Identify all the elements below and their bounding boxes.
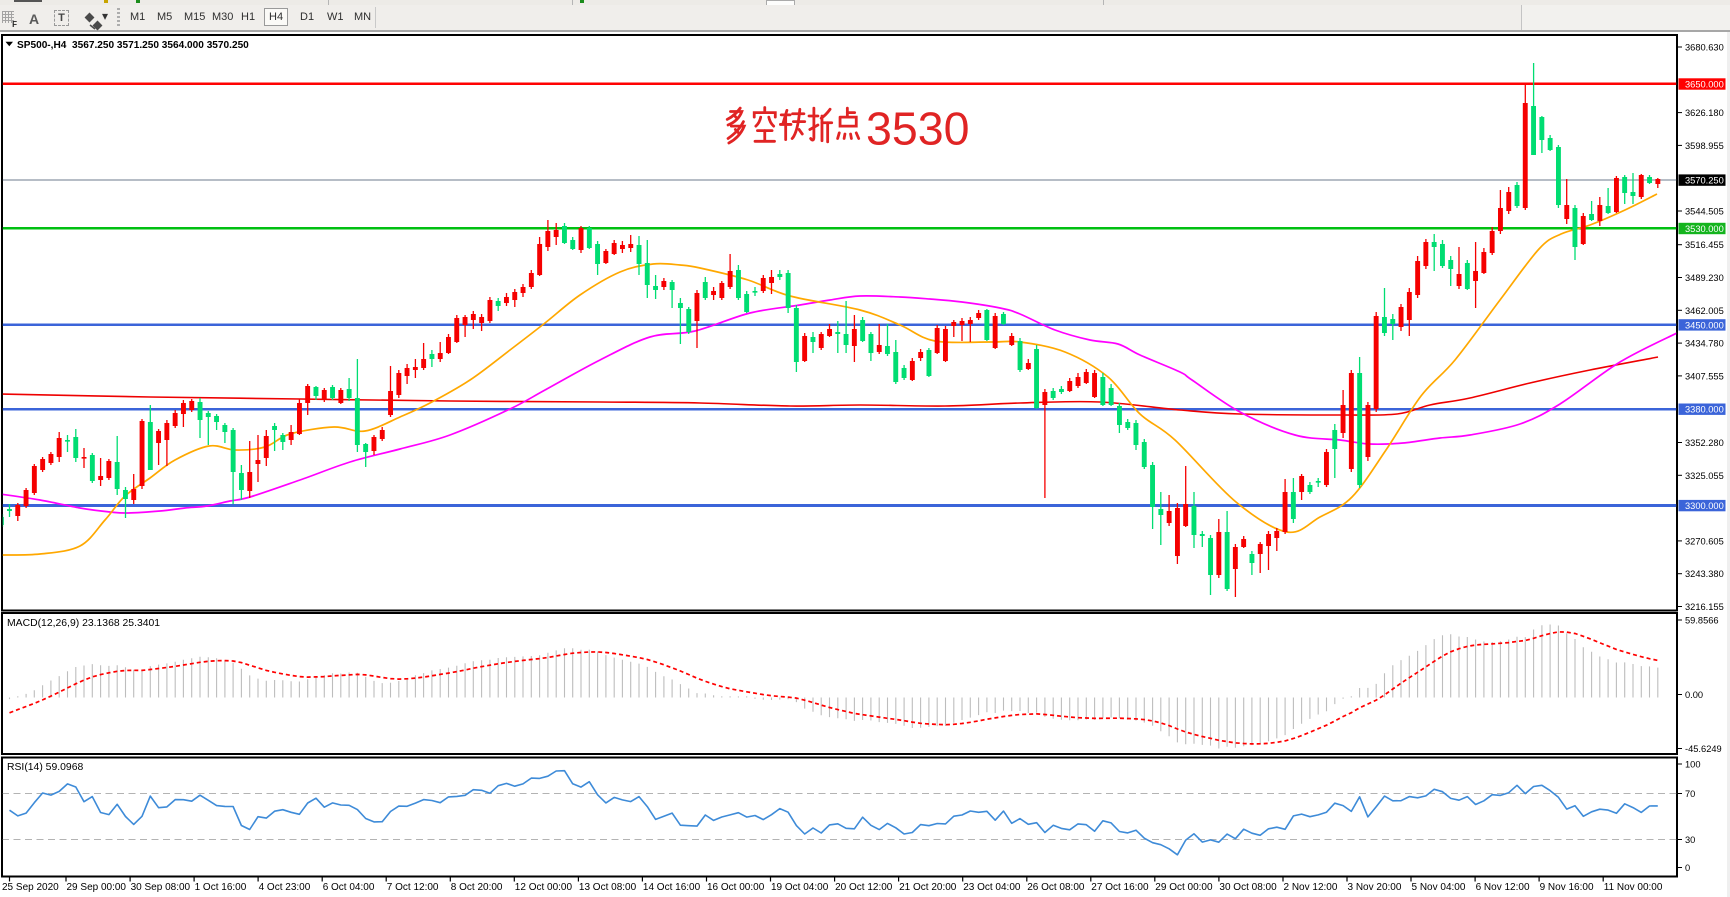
svg-text:3 Nov 20:00: 3 Nov 20:00 [1348,882,1402,893]
svg-text:3530: 3530 [866,103,969,155]
svg-text:4 Oct 23:00: 4 Oct 23:00 [259,882,311,893]
svg-text:SP500-,H4 3567.250 3571.250 3: SP500-,H4 3567.250 3571.250 3564.000 357… [17,40,249,51]
svg-text:20 Oct 12:00: 20 Oct 12:00 [835,882,893,893]
svg-text:3300.000: 3300.000 [1685,501,1724,511]
svg-text:12 Oct 00:00: 12 Oct 00:00 [515,882,573,893]
svg-text:11 Nov 00:00: 11 Nov 00:00 [1604,882,1663,893]
svg-text:1 Oct 16:00: 1 Oct 16:00 [195,882,247,893]
svg-text:-45.6249: -45.6249 [1685,744,1722,754]
svg-text:3325.055: 3325.055 [1685,471,1724,481]
svg-text:7 Oct 12:00: 7 Oct 12:00 [387,882,439,893]
svg-text:16 Oct 00:00: 16 Oct 00:00 [707,882,765,893]
svg-text:0: 0 [1685,863,1690,873]
svg-text:6 Nov 12:00: 6 Nov 12:00 [1476,882,1530,893]
svg-text:59.8566: 59.8566 [1685,616,1719,626]
svg-text:3680.630: 3680.630 [1685,43,1724,53]
svg-text:3570.250: 3570.250 [1685,176,1724,186]
svg-text:23 Oct 04:00: 23 Oct 04:00 [963,882,1021,893]
svg-text:3243.380: 3243.380 [1685,569,1724,579]
svg-text:8 Oct 20:00: 8 Oct 20:00 [451,882,503,893]
svg-text:29 Oct 00:00: 29 Oct 00:00 [1155,882,1213,893]
svg-text:3598.955: 3598.955 [1685,141,1724,151]
svg-text:3380.000: 3380.000 [1685,405,1724,415]
svg-text:27 Oct 16:00: 27 Oct 16:00 [1091,882,1149,893]
svg-text:9 Nov 16:00: 9 Nov 16:00 [1540,882,1594,893]
svg-text:3489.230: 3489.230 [1685,273,1724,283]
svg-text:3516.455: 3516.455 [1685,240,1724,250]
svg-text:5 Nov 04:00: 5 Nov 04:00 [1412,882,1466,893]
svg-text:3544.505: 3544.505 [1685,207,1724,217]
svg-text:3434.780: 3434.780 [1685,339,1724,349]
svg-text:3407.555: 3407.555 [1685,371,1724,381]
svg-text:70: 70 [1685,789,1695,799]
svg-text:30: 30 [1685,835,1695,845]
svg-text:3626.180: 3626.180 [1685,108,1724,118]
svg-text:19 Oct 04:00: 19 Oct 04:00 [771,882,829,893]
svg-text:30 Sep 08:00: 30 Sep 08:00 [131,882,191,893]
svg-text:26 Oct 08:00: 26 Oct 08:00 [1027,882,1085,893]
svg-text:13 Oct 08:00: 13 Oct 08:00 [579,882,637,893]
svg-text:MACD(12,26,9) 23.1368 25.3401: MACD(12,26,9) 23.1368 25.3401 [7,618,160,629]
svg-text:6 Oct 04:00: 6 Oct 04:00 [323,882,375,893]
svg-text:100: 100 [1685,760,1701,770]
svg-text:14 Oct 16:00: 14 Oct 16:00 [643,882,701,893]
svg-text:3650.000: 3650.000 [1685,79,1724,89]
svg-text:3216.155: 3216.155 [1685,602,1724,612]
svg-text:3450.000: 3450.000 [1685,320,1724,330]
svg-text:2 Nov 12:00: 2 Nov 12:00 [1284,882,1338,893]
svg-text:RSI(14) 59.0968: RSI(14) 59.0968 [7,762,83,773]
svg-text:21 Oct 20:00: 21 Oct 20:00 [899,882,957,893]
svg-text:3270.605: 3270.605 [1685,536,1724,546]
svg-text:25 Sep 2020: 25 Sep 2020 [2,882,59,893]
svg-text:29 Sep 00:00: 29 Sep 00:00 [67,882,127,893]
svg-text:3462.005: 3462.005 [1685,306,1724,316]
svg-text:30 Oct 08:00: 30 Oct 08:00 [1219,882,1277,893]
svg-text:3352.280: 3352.280 [1685,438,1724,448]
svg-text:0.00: 0.00 [1685,690,1703,700]
svg-text:3530.000: 3530.000 [1685,224,1724,234]
